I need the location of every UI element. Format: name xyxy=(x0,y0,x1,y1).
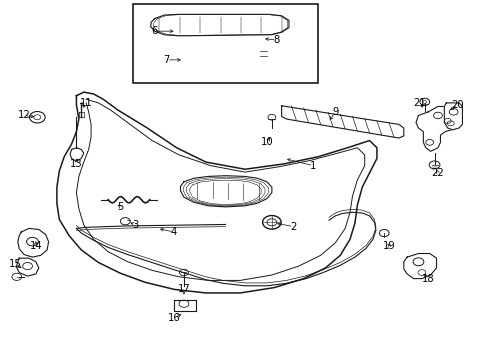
Polygon shape xyxy=(282,106,404,138)
Text: 22: 22 xyxy=(432,168,444,178)
Text: 18: 18 xyxy=(422,274,435,284)
Text: 2: 2 xyxy=(291,222,297,231)
Text: 19: 19 xyxy=(383,241,395,251)
Text: 13: 13 xyxy=(70,159,83,169)
Bar xyxy=(133,4,318,83)
Text: 16: 16 xyxy=(168,313,180,323)
Text: 5: 5 xyxy=(117,202,123,212)
Polygon shape xyxy=(16,258,39,276)
Polygon shape xyxy=(444,103,463,130)
Text: 20: 20 xyxy=(451,100,464,110)
Text: 11: 11 xyxy=(80,98,93,108)
Text: 6: 6 xyxy=(151,26,158,36)
Polygon shape xyxy=(416,107,463,151)
Text: 12: 12 xyxy=(18,111,30,121)
Polygon shape xyxy=(404,253,437,279)
Text: 9: 9 xyxy=(332,107,339,117)
Text: 21: 21 xyxy=(414,98,426,108)
Text: 1: 1 xyxy=(310,161,317,171)
Text: 8: 8 xyxy=(273,35,280,45)
Text: 4: 4 xyxy=(171,227,177,237)
Text: 14: 14 xyxy=(29,241,42,251)
Text: 10: 10 xyxy=(261,138,273,147)
Text: 15: 15 xyxy=(9,259,22,269)
Text: 3: 3 xyxy=(132,220,138,230)
Text: 17: 17 xyxy=(177,284,190,294)
Polygon shape xyxy=(18,228,49,257)
Text: 7: 7 xyxy=(164,55,170,65)
